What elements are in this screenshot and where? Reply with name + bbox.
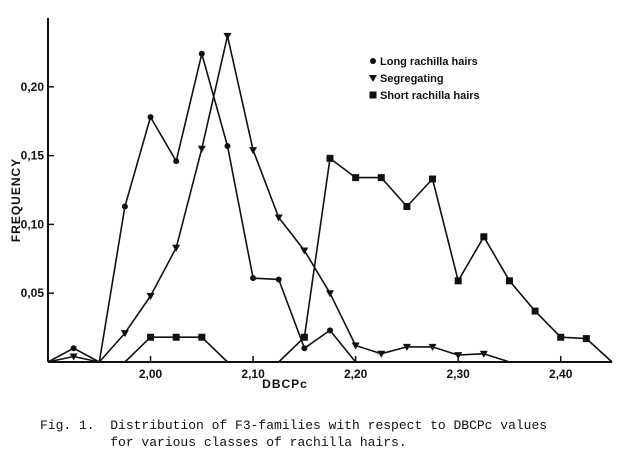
line-chart: 0,05 0,10 0,15 0,20 2,00 2,10 2,20 2,30 2,40 FR… bbox=[9, 18, 613, 391]
legend-marker bbox=[370, 58, 376, 64]
x-axis-label: DBCPc bbox=[262, 377, 308, 391]
data-point bbox=[198, 333, 206, 341]
data-point bbox=[326, 290, 334, 298]
legend: Long rachilla hairs Segregating Short rach… bbox=[369, 56, 480, 102]
x-tick-label: 2,30 bbox=[447, 367, 471, 381]
series-2 bbox=[48, 154, 613, 363]
data-point bbox=[327, 327, 333, 334]
data-point bbox=[224, 142, 231, 149]
data-point bbox=[377, 350, 386, 358]
data-point bbox=[249, 147, 258, 155]
x-axis-ticks: 2,00 2,10 2,20 2,30 2,40 bbox=[139, 356, 573, 381]
y-axis-ticks: 0,05 0,10 0,15 0,20 bbox=[21, 80, 54, 300]
data-point bbox=[147, 333, 155, 341]
data-point bbox=[351, 342, 360, 350]
caption-line-2: for various classes of rachilla hairs. bbox=[40, 435, 407, 450]
data-point bbox=[223, 32, 232, 40]
y-axis-label: FREQUENCY bbox=[9, 158, 23, 242]
data-point bbox=[70, 345, 77, 352]
data-point bbox=[275, 276, 282, 283]
legend-label: Short rachilla hairs bbox=[380, 90, 480, 102]
data-point bbox=[454, 352, 463, 360]
x-tick-label: 2,40 bbox=[549, 367, 573, 381]
data-point bbox=[557, 333, 565, 341]
series-line bbox=[47, 52, 612, 363]
data-point bbox=[505, 277, 513, 285]
data-point bbox=[172, 244, 181, 252]
series-0 bbox=[47, 50, 612, 363]
data-point bbox=[69, 353, 78, 361]
caption-line-1: Fig. 1. Distribution of F3-families with… bbox=[40, 418, 548, 433]
y-tick-label: 0,10 bbox=[21, 217, 45, 231]
data-point bbox=[301, 345, 308, 352]
series-line bbox=[47, 35, 612, 363]
data-point bbox=[121, 203, 128, 210]
x-tick-label: 2,10 bbox=[241, 367, 265, 381]
figure-caption: Fig. 1. Distribution of F3-families with… bbox=[40, 417, 620, 451]
series-1 bbox=[47, 32, 612, 363]
data-point bbox=[197, 145, 206, 153]
data-point bbox=[198, 50, 205, 57]
y-tick-label: 0,05 bbox=[21, 286, 45, 300]
legend-marker bbox=[369, 75, 377, 82]
data-point bbox=[120, 330, 129, 338]
data-point bbox=[352, 174, 360, 182]
series-group bbox=[47, 32, 613, 363]
data-point bbox=[479, 350, 488, 358]
data-point bbox=[274, 214, 283, 222]
y-tick-label: 0,20 bbox=[21, 80, 45, 94]
data-point bbox=[146, 292, 155, 300]
data-point bbox=[377, 174, 385, 182]
data-point bbox=[172, 333, 180, 341]
data-point bbox=[326, 154, 334, 162]
data-point bbox=[403, 203, 411, 211]
data-point bbox=[300, 247, 309, 255]
legend-label: Long rachilla hairs bbox=[380, 56, 478, 68]
plot-area bbox=[47, 18, 612, 363]
data-point bbox=[428, 343, 437, 351]
data-point bbox=[173, 158, 180, 165]
data-point bbox=[147, 114, 154, 121]
legend-marker bbox=[369, 91, 377, 99]
data-point bbox=[402, 343, 411, 351]
legend-label: Segregating bbox=[380, 73, 444, 85]
x-tick-label: 2,20 bbox=[344, 367, 368, 381]
x-tick-label: 2,00 bbox=[139, 367, 163, 381]
data-point bbox=[300, 333, 308, 341]
data-point bbox=[480, 233, 488, 241]
data-point bbox=[429, 175, 437, 183]
data-point bbox=[250, 275, 257, 282]
y-tick-label: 0,15 bbox=[21, 149, 45, 163]
data-point bbox=[454, 277, 462, 285]
data-point bbox=[582, 335, 590, 343]
data-point bbox=[531, 307, 539, 315]
